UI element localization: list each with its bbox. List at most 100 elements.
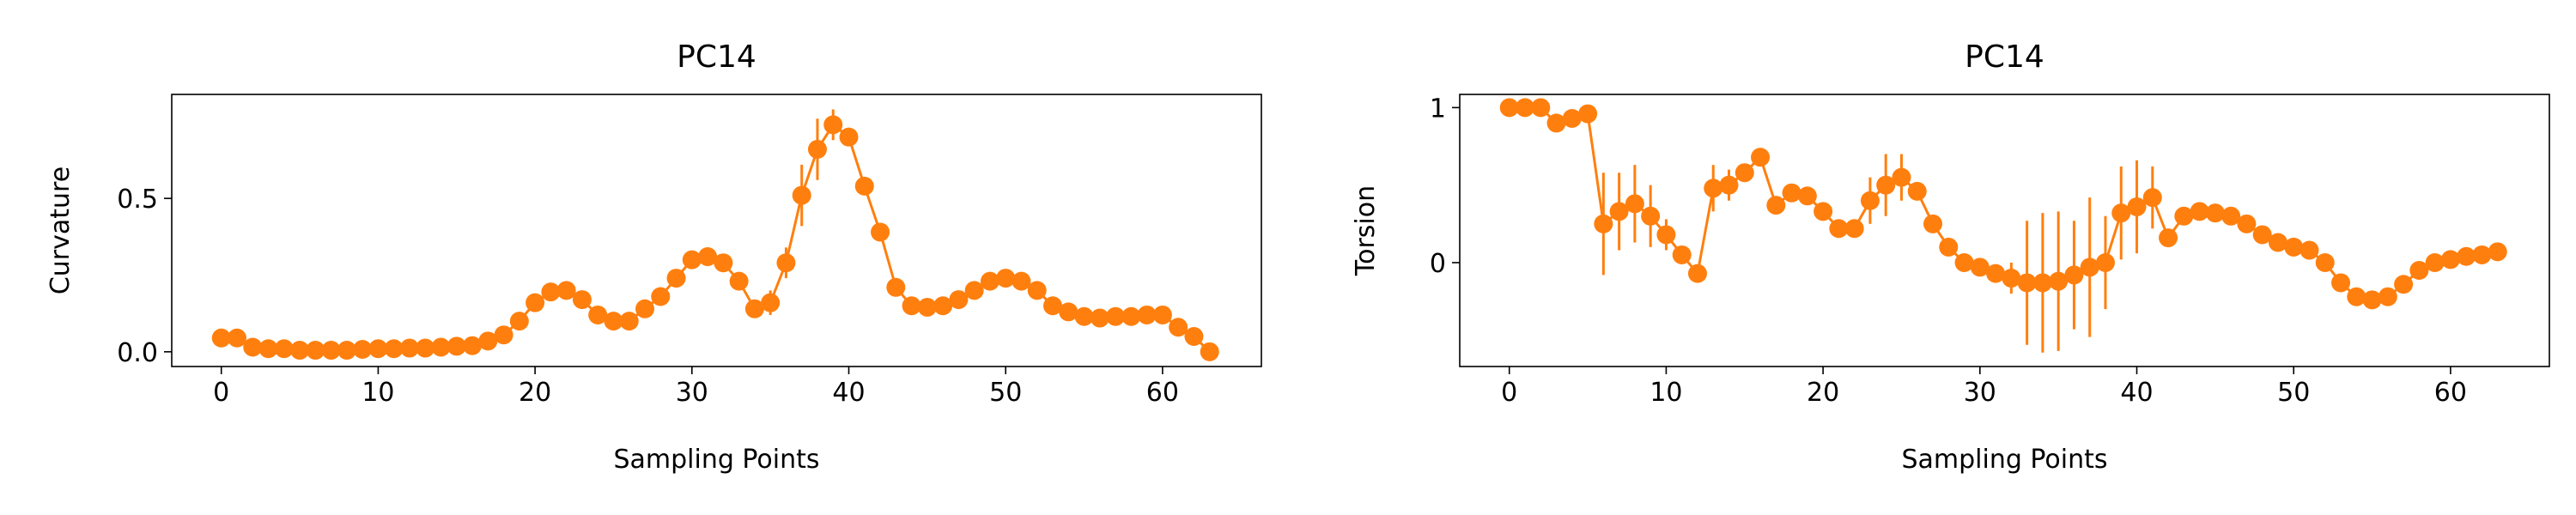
marker bbox=[949, 290, 969, 310]
marker bbox=[228, 328, 247, 348]
marker bbox=[478, 331, 498, 351]
y-tick-label: 0 bbox=[1430, 249, 1446, 279]
marker bbox=[1531, 98, 1551, 118]
marker bbox=[729, 271, 749, 291]
x-tick-label: 10 bbox=[1649, 378, 1682, 408]
marker bbox=[1986, 264, 2006, 283]
marker bbox=[1687, 264, 1707, 283]
marker bbox=[1907, 181, 1927, 201]
marker bbox=[2347, 287, 2366, 306]
marker bbox=[1578, 104, 1598, 124]
marker bbox=[211, 328, 231, 348]
marker bbox=[556, 281, 576, 300]
marker bbox=[854, 176, 874, 196]
marker bbox=[2159, 228, 2178, 248]
marker bbox=[635, 299, 655, 318]
marker bbox=[274, 339, 294, 359]
marker bbox=[1656, 225, 1676, 245]
marker bbox=[1516, 98, 1535, 118]
marker bbox=[839, 127, 859, 147]
marker bbox=[1970, 258, 1990, 277]
marker bbox=[399, 338, 419, 358]
marker bbox=[886, 277, 906, 297]
marker bbox=[823, 115, 843, 135]
marker bbox=[682, 250, 702, 270]
marker bbox=[1625, 194, 1644, 214]
marker bbox=[431, 337, 451, 357]
marker bbox=[2394, 275, 2414, 294]
marker bbox=[1766, 196, 1786, 215]
marker bbox=[2284, 237, 2304, 257]
marker bbox=[2252, 225, 2272, 245]
x-tick-label: 50 bbox=[989, 378, 1022, 408]
marker bbox=[619, 312, 639, 331]
marker bbox=[1106, 306, 1126, 326]
x-tick-label: 40 bbox=[2120, 378, 2153, 408]
marker bbox=[2205, 203, 2225, 223]
marker bbox=[1939, 237, 1959, 257]
marker bbox=[509, 312, 529, 331]
marker bbox=[2080, 258, 2099, 277]
marker bbox=[384, 339, 404, 359]
marker bbox=[368, 339, 388, 359]
marker bbox=[2300, 240, 2319, 260]
marker bbox=[2221, 206, 2241, 226]
marker bbox=[463, 336, 483, 355]
marker bbox=[494, 325, 513, 345]
marker bbox=[1704, 179, 1723, 198]
marker bbox=[2488, 242, 2507, 262]
marker bbox=[996, 269, 1016, 288]
x-tick-label: 50 bbox=[2277, 378, 2310, 408]
marker bbox=[2111, 203, 2131, 223]
marker bbox=[2095, 252, 2115, 272]
marker bbox=[1012, 271, 1031, 291]
marker bbox=[243, 337, 263, 357]
marker bbox=[666, 269, 686, 288]
marker bbox=[902, 296, 921, 316]
marker bbox=[1641, 206, 1661, 226]
x-axis-label: Sampling Points bbox=[613, 445, 819, 475]
marker bbox=[1797, 186, 1817, 206]
x-tick-label: 0 bbox=[1501, 378, 1517, 408]
marker bbox=[761, 293, 781, 312]
marker bbox=[1719, 175, 1739, 195]
marker bbox=[1609, 202, 1629, 221]
marker bbox=[1074, 306, 1094, 326]
marker bbox=[980, 271, 999, 291]
marker bbox=[2032, 273, 2052, 293]
x-tick-label: 30 bbox=[1964, 378, 1996, 408]
marker bbox=[1169, 318, 1188, 337]
marker bbox=[337, 341, 356, 360]
marker bbox=[2002, 269, 2021, 288]
marker bbox=[1137, 305, 1157, 324]
marker bbox=[1892, 167, 1911, 187]
marker bbox=[1829, 219, 1849, 239]
marker bbox=[2049, 271, 2069, 291]
marker bbox=[1152, 305, 1172, 324]
y-tick-label: 0.5 bbox=[117, 185, 158, 215]
marker bbox=[321, 341, 341, 360]
marker bbox=[258, 339, 278, 359]
marker bbox=[2409, 261, 2429, 281]
series bbox=[1499, 98, 2507, 353]
marker bbox=[933, 296, 953, 316]
marker bbox=[1121, 306, 1141, 326]
marker bbox=[698, 247, 718, 267]
y-axis-label: Curvature bbox=[46, 167, 76, 294]
marker bbox=[2142, 188, 2162, 208]
x-tick-label: 0 bbox=[213, 378, 229, 408]
marker bbox=[1954, 252, 1974, 272]
marker bbox=[572, 290, 592, 310]
marker bbox=[2457, 246, 2476, 266]
marker bbox=[776, 253, 796, 273]
marker bbox=[447, 336, 466, 356]
x-tick-label: 20 bbox=[519, 378, 551, 408]
marker bbox=[1562, 108, 1582, 128]
marker bbox=[744, 299, 764, 318]
marker bbox=[1200, 342, 1219, 361]
marker bbox=[1844, 219, 1864, 239]
series bbox=[211, 109, 1219, 361]
marker bbox=[1923, 214, 1943, 233]
marker bbox=[964, 281, 984, 300]
